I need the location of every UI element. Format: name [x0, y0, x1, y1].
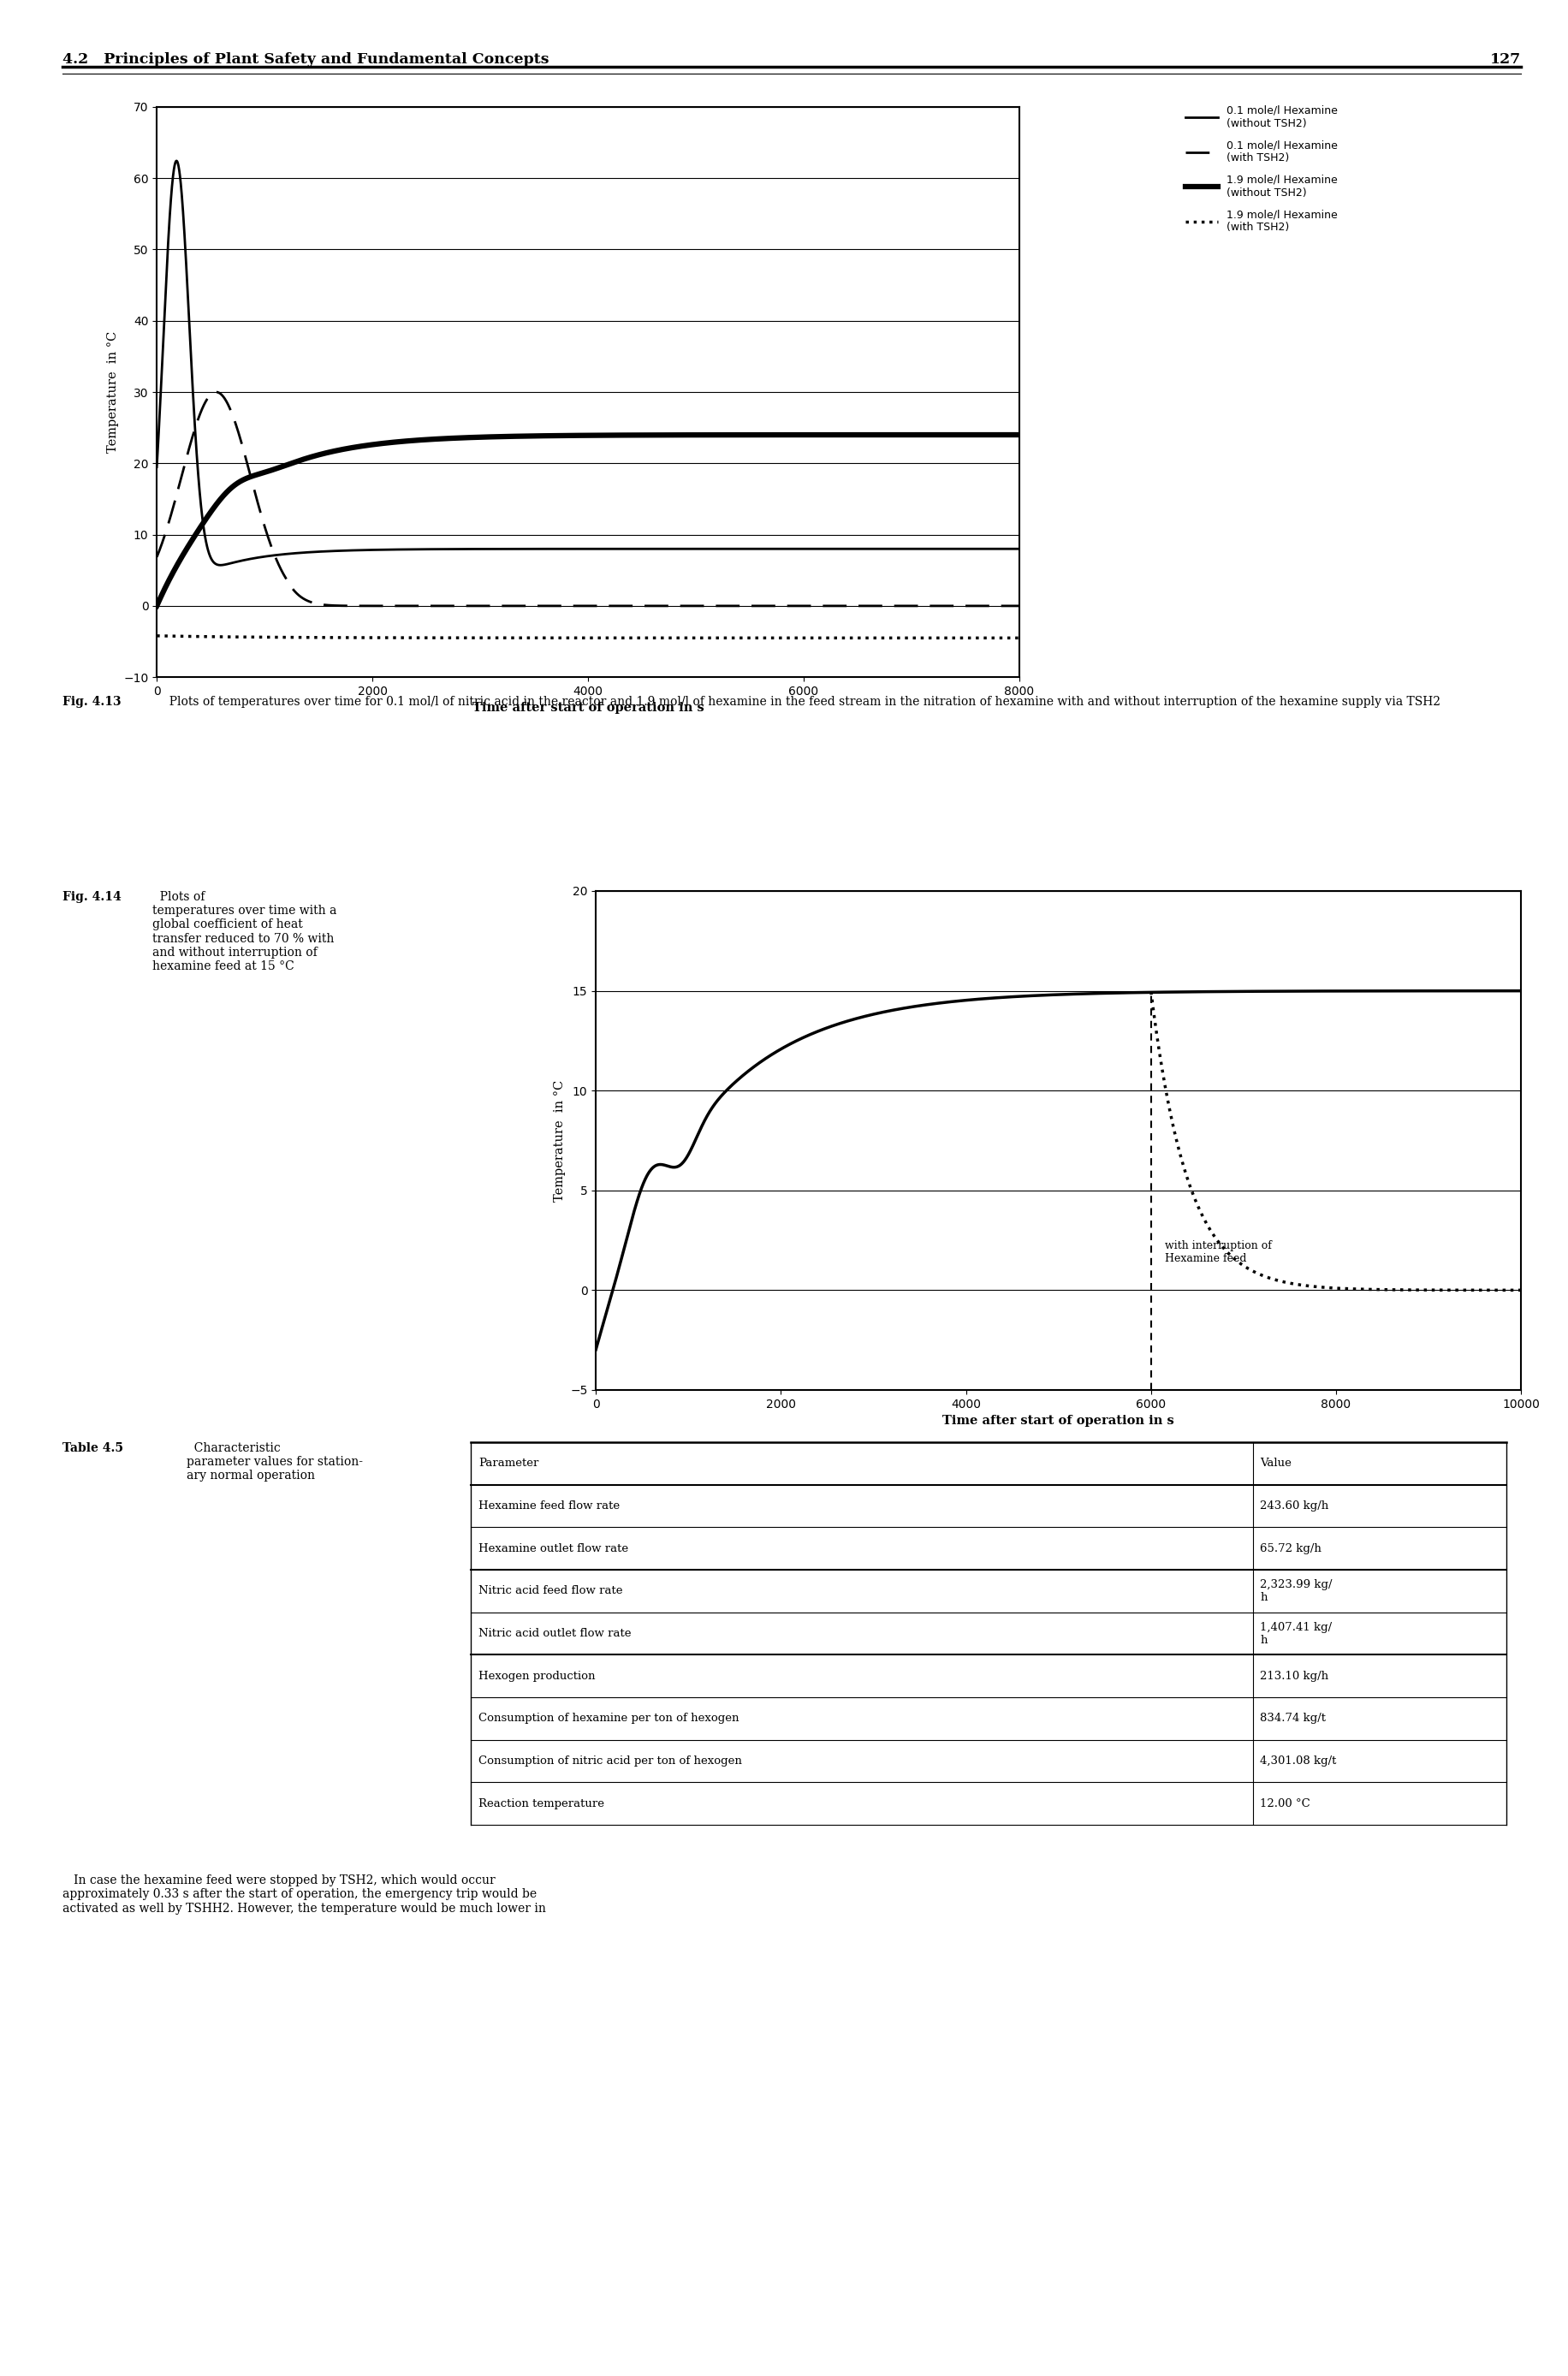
Text: Reaction temperature: Reaction temperature	[478, 1799, 604, 1808]
Text: Hexamine feed flow rate: Hexamine feed flow rate	[478, 1499, 619, 1511]
Text: In case the hexamine feed were stopped by TSH2, which would occur
approximately : In case the hexamine feed were stopped b…	[63, 1875, 546, 1915]
Text: 4,301.08 kg/t: 4,301.08 kg/t	[1261, 1756, 1336, 1768]
Text: Nitric acid feed flow rate: Nitric acid feed flow rate	[478, 1585, 622, 1597]
Text: Plots of
temperatures over time with a
global coefficient of heat
transfer reduc: Plots of temperatures over time with a g…	[152, 891, 337, 972]
X-axis label: Time after start of operation in s: Time after start of operation in s	[942, 1416, 1174, 1428]
Text: Hexogen production: Hexogen production	[478, 1670, 596, 1682]
Y-axis label: Temperature  in °C: Temperature in °C	[107, 330, 119, 454]
Text: with interruption of
Hexamine feed: with interruption of Hexamine feed	[1165, 1240, 1272, 1264]
X-axis label: Time after start of operation in s: Time after start of operation in s	[472, 703, 704, 715]
Legend: 0.1 mole/l Hexamine
(without TSH2), 0.1 mole/l Hexamine
(with TSH2), 1.9 mole/l : 0.1 mole/l Hexamine (without TSH2), 0.1 …	[1181, 100, 1342, 238]
Text: Fig. 4.13: Fig. 4.13	[63, 696, 121, 708]
Text: Plots of temperatures over time for 0.1 mol/l of nitric acid in the reactor and : Plots of temperatures over time for 0.1 …	[162, 696, 1441, 708]
Text: 213.10 kg/h: 213.10 kg/h	[1261, 1670, 1328, 1682]
Text: 2,323.99 kg/
h: 2,323.99 kg/ h	[1261, 1580, 1333, 1604]
Text: 4.2   Principles of Plant Safety and Fundamental Concepts: 4.2 Principles of Plant Safety and Funda…	[63, 52, 549, 67]
Text: Value: Value	[1261, 1459, 1292, 1468]
Text: 65.72 kg/h: 65.72 kg/h	[1261, 1542, 1322, 1554]
Text: 1,407.41 kg/
h: 1,407.41 kg/ h	[1261, 1620, 1331, 1647]
Text: 12.00 °C: 12.00 °C	[1261, 1799, 1311, 1808]
Text: 243.60 kg/h: 243.60 kg/h	[1261, 1499, 1328, 1511]
Text: Parameter: Parameter	[478, 1459, 538, 1468]
Text: Consumption of nitric acid per ton of hexogen: Consumption of nitric acid per ton of he…	[478, 1756, 742, 1768]
Text: Fig. 4.14: Fig. 4.14	[63, 891, 122, 903]
Text: 127: 127	[1490, 52, 1521, 67]
Text: 834.74 kg/t: 834.74 kg/t	[1261, 1713, 1327, 1725]
Text: Nitric acid outlet flow rate: Nitric acid outlet flow rate	[478, 1628, 630, 1639]
Y-axis label: Temperature  in °C: Temperature in °C	[554, 1079, 566, 1202]
Text: Consumption of hexamine per ton of hexogen: Consumption of hexamine per ton of hexog…	[478, 1713, 739, 1725]
Text: Characteristic
parameter values for station-
ary normal operation: Characteristic parameter values for stat…	[187, 1442, 362, 1483]
Text: Hexamine outlet flow rate: Hexamine outlet flow rate	[478, 1542, 629, 1554]
Text: Table 4.5: Table 4.5	[63, 1442, 124, 1454]
